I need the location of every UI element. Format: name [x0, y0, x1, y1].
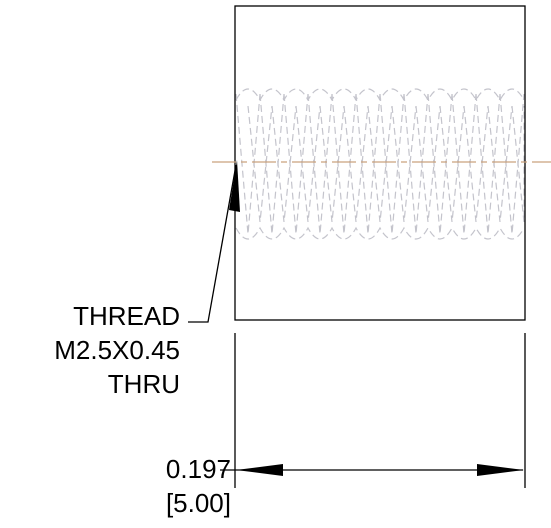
thread-leader-line [188, 164, 237, 323]
hidden-thread-lines [235, 88, 525, 240]
thread-flank-line [403, 93, 429, 235]
thread-flank-line [367, 105, 393, 223]
thread-leader-arrowhead [229, 160, 240, 212]
thread-flank-line [415, 105, 441, 223]
dimension-arrowhead-left [236, 464, 283, 476]
thread-flank-line [259, 93, 285, 235]
thread-flank-line [283, 93, 309, 235]
thread-note-line-2: M2.5X0.45 [54, 335, 180, 365]
thread-flank-line [355, 93, 381, 235]
width-dimension-imperial: 0.197 [165, 454, 231, 484]
thread-flank-line [379, 93, 405, 235]
thread-note-line-1: THREAD [73, 301, 180, 331]
part-outline [234, 5, 526, 321]
thread-crest-bottom [235, 226, 525, 240]
width-dimension-metric: [5.00] [165, 488, 231, 518]
thread-flank-line [307, 93, 333, 235]
thread-flank-line [463, 105, 489, 223]
thread-flank-line [343, 105, 369, 223]
thread-note-line-3: THRU [107, 369, 180, 399]
thread-note: THREAD M2.5X0.45 THRU [54, 299, 180, 401]
thread-flank-line [235, 93, 261, 235]
thread-flank-line [295, 105, 321, 223]
dimension-arrowhead-right [477, 464, 524, 476]
thread-flank-line [499, 93, 525, 235]
thread-flank-line [451, 93, 477, 235]
thread-flank-line [475, 93, 501, 235]
thread-flank-line [391, 105, 417, 223]
thread-flank-line [331, 93, 357, 235]
thread-flank-line [511, 105, 525, 223]
thread-flank-line [247, 105, 273, 223]
thread-flank-line [439, 105, 465, 223]
thread-flank-line [319, 105, 345, 223]
thread-flank-line [487, 105, 513, 223]
width-dimension-text: 0.197 [5.00] [166, 452, 231, 520]
thread-flank-line [427, 93, 453, 235]
thread-flank-line [271, 105, 297, 223]
